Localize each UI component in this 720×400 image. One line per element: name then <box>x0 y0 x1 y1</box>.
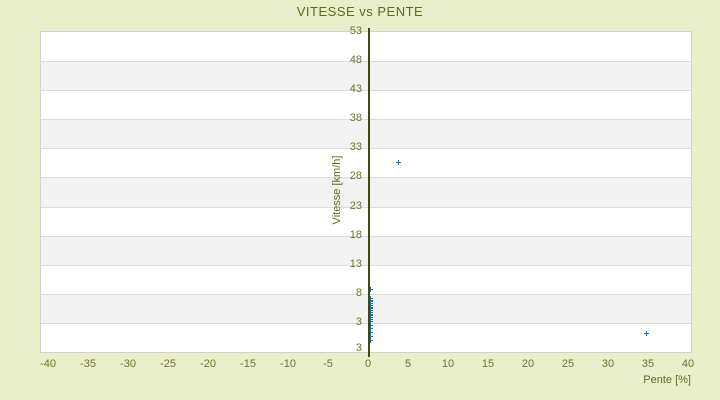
data-point <box>368 334 373 339</box>
y-tick-label: 38 <box>349 112 362 124</box>
x-tick-label: -20 <box>200 358 216 370</box>
x-tick-label: 5 <box>404 358 412 370</box>
data-point <box>368 287 373 292</box>
x-tick-label: 35 <box>641 358 655 370</box>
plot-band <box>41 148 691 177</box>
x-tick-label: 0 <box>364 358 372 370</box>
x-axis-title: Pente [%] <box>643 374 691 386</box>
x-tick-label: 30 <box>601 358 615 370</box>
y-tick-label: 13 <box>349 258 362 270</box>
data-point <box>368 338 373 343</box>
data-point <box>396 160 401 165</box>
y-tick-label: 28 <box>349 170 362 182</box>
y-tick-label: 48 <box>349 54 362 66</box>
x-tick-label: -40 <box>40 358 56 370</box>
x-tick-label: 40 <box>681 358 695 370</box>
data-point <box>368 330 373 335</box>
data-point <box>368 323 373 328</box>
plot-band <box>41 294 691 323</box>
y-tick-label: 8 <box>355 287 362 299</box>
plot-area <box>40 31 692 353</box>
x-tick-label: 20 <box>521 358 535 370</box>
y-tick-label: 18 <box>349 229 362 241</box>
data-point <box>368 326 373 331</box>
x-tick-label: -35 <box>80 358 96 370</box>
x-tick-label: 15 <box>481 358 495 370</box>
x-tick-label: 25 <box>561 358 575 370</box>
plot-band <box>41 177 691 207</box>
plot-band <box>41 119 691 148</box>
x-tick-label: -15 <box>240 358 256 370</box>
plot-band <box>41 265 691 294</box>
y-axis-title: Vitesse [km/h] <box>331 155 343 225</box>
y-tick-label: 33 <box>349 141 362 153</box>
plot-band <box>41 207 691 236</box>
y-tick-label: 23 <box>349 200 362 212</box>
y-axis-bottom-label: 3 <box>355 342 362 354</box>
x-tick-label: -25 <box>160 358 176 370</box>
plot-band <box>41 32 691 61</box>
x-tick-label: 10 <box>441 358 455 370</box>
x-tick-label: -10 <box>280 358 296 370</box>
y-axis-line <box>368 28 370 357</box>
y-tick-label: 53 <box>349 25 362 37</box>
data-point <box>368 319 373 324</box>
x-tick-label: -5 <box>323 358 333 370</box>
y-tick-label: 43 <box>349 83 362 95</box>
data-point <box>644 331 649 336</box>
plot-band <box>41 90 691 119</box>
plot-band <box>41 61 691 90</box>
x-tick-label: -30 <box>120 358 136 370</box>
plot-band <box>41 323 691 352</box>
plot-band <box>41 236 691 265</box>
y-tick-label: 3 <box>355 316 362 328</box>
chart-title: VITESSE vs PENTE <box>296 4 424 19</box>
